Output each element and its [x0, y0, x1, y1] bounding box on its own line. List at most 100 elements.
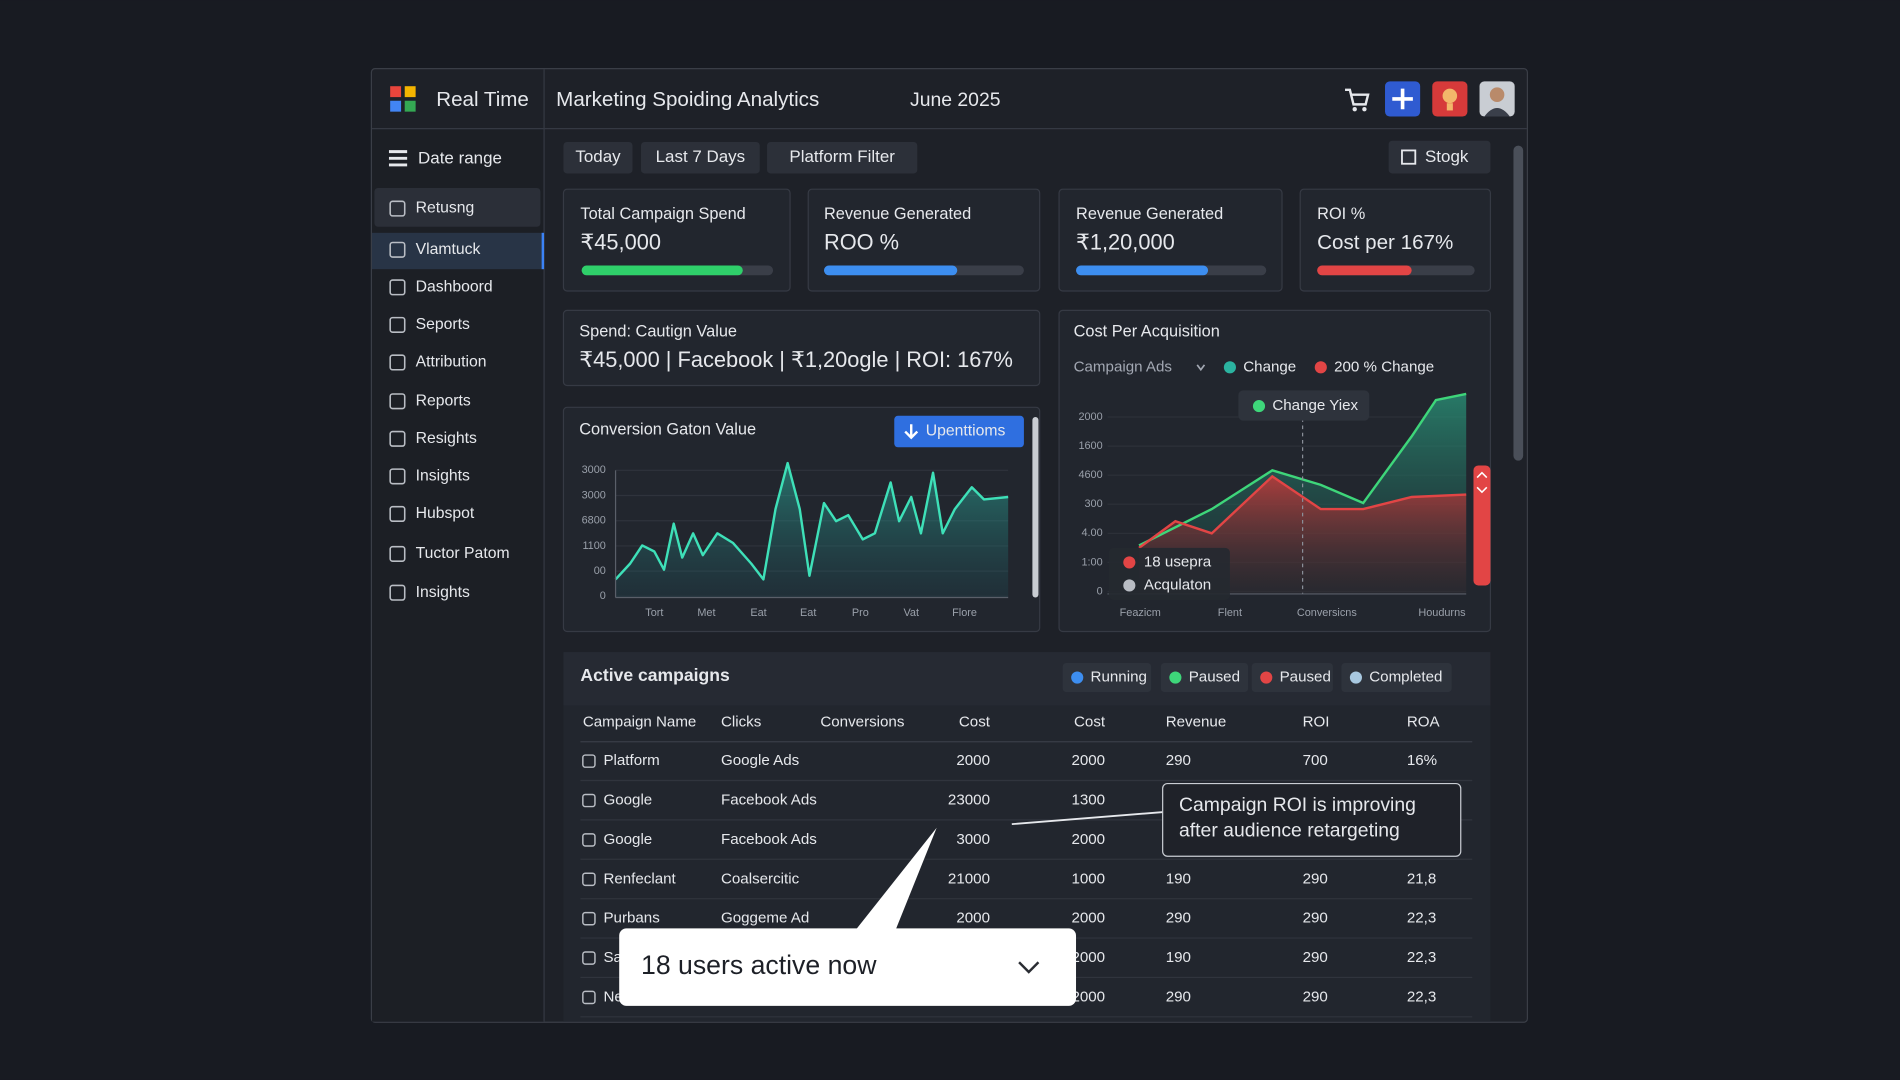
- nav-item[interactable]: Hubspot: [416, 505, 475, 522]
- nav-item[interactable]: Seports: [416, 316, 470, 333]
- popup[interactable]: [619, 928, 1077, 1006]
- x-label: Feazicm: [1120, 607, 1161, 619]
- avatar-face: [1489, 87, 1505, 102]
- logo: [390, 86, 416, 112]
- table-cell: 290: [1303, 988, 1328, 1005]
- filter-button[interactable]: [767, 141, 918, 174]
- download-icon: [904, 424, 919, 440]
- legend-dot: [1123, 556, 1136, 569]
- y-label: 2000: [1078, 411, 1102, 423]
- nav-item[interactable]: Insights: [416, 584, 470, 601]
- filter-button[interactable]: [641, 141, 760, 174]
- download-button[interactable]: [894, 415, 1024, 448]
- nav-item[interactable]: Attribution: [416, 354, 487, 371]
- y-label: 6800: [582, 515, 606, 527]
- kpi-label: Revenue Generated: [1076, 205, 1223, 223]
- bulb-base: [1446, 103, 1453, 111]
- cpa-filter[interactable]: Campaign Ads: [1074, 358, 1173, 375]
- table-cell: Ne: [603, 988, 622, 1005]
- cart-wheel: [1352, 107, 1357, 112]
- y-label: 3000: [582, 489, 606, 501]
- table-cell: Google Ads: [721, 752, 800, 769]
- table-cell: Renfeclant: [603, 870, 676, 887]
- campaigns-header: [563, 652, 1491, 706]
- filter-label: Last 7 Days: [656, 147, 746, 166]
- table-cell: Goggeme Ad: [721, 910, 809, 927]
- status-dot: [1349, 671, 1362, 684]
- status-chips: Running Paused Paused Completed: [1062, 662, 1452, 693]
- scrollbar[interactable]: [1032, 417, 1039, 598]
- table-cell: 21000: [948, 870, 990, 887]
- brand: Real Time: [436, 88, 529, 111]
- status-chip[interactable]: [1251, 662, 1333, 693]
- table-cell: Google: [603, 792, 652, 809]
- status-label: Completed: [1369, 669, 1442, 686]
- table-cell: 16%: [1407, 752, 1437, 769]
- popup-chevron[interactable]: [1018, 961, 1040, 974]
- table-cell: 290: [1166, 752, 1191, 769]
- table-cell: 3000: [956, 831, 990, 848]
- y-label: 1600: [1078, 440, 1102, 452]
- series-legend: [1108, 547, 1230, 600]
- row-icon: [582, 833, 596, 847]
- y-label: 1100: [582, 540, 605, 552]
- table-cell: 1000: [1071, 870, 1105, 887]
- progress-fill: [581, 265, 743, 276]
- x-label: Vat: [903, 607, 919, 619]
- progress-fill: [1076, 265, 1209, 276]
- y-label: 0: [600, 590, 606, 602]
- table-cell: 700: [1303, 752, 1328, 769]
- table-cell: 290: [1166, 910, 1191, 927]
- progress-fill: [823, 265, 958, 276]
- table-cell: 2000: [1071, 910, 1105, 927]
- nav-item[interactable]: Tuctor Patom: [416, 545, 510, 562]
- status-chip[interactable]: [1062, 662, 1152, 693]
- nav-active-bg: [374, 187, 541, 227]
- nav-item[interactable]: Insights: [416, 468, 470, 485]
- nav-item[interactable]: Reports: [416, 392, 471, 409]
- kpi-value: ROO %: [824, 229, 899, 254]
- status-chip[interactable]: [1160, 662, 1249, 693]
- logo-part: [390, 86, 402, 98]
- table-cell: 190: [1166, 870, 1191, 887]
- legend-dot: [1314, 361, 1327, 374]
- nav-item[interactable]: Retusng: [416, 200, 475, 217]
- legend-dot: [1223, 361, 1236, 374]
- summary-card: [562, 309, 1041, 387]
- column-header: Clicks: [721, 713, 762, 730]
- sidebar: [372, 129, 545, 1022]
- popup-text: 18 users active now: [641, 950, 877, 980]
- table-cell: Google: [603, 831, 652, 848]
- nav-item[interactable]: Vlamtuck: [416, 241, 481, 258]
- table-cell: 2000: [956, 910, 990, 927]
- nav-item[interactable]: Resights: [416, 430, 477, 447]
- y-label: 4600: [1078, 469, 1102, 481]
- main-scrollbar[interactable]: [1513, 145, 1524, 461]
- nav-icon: [389, 279, 406, 296]
- table-cell: 22,3: [1407, 910, 1436, 927]
- nav-icon: [389, 545, 406, 562]
- nav-selected-marker: [541, 232, 545, 270]
- table-cell: 190: [1166, 949, 1191, 966]
- action-button[interactable]: [1388, 140, 1491, 174]
- side-scroller[interactable]: [1473, 465, 1491, 586]
- x-label: Flore: [952, 607, 977, 619]
- nav-selected-bg: [372, 232, 545, 270]
- status-chip[interactable]: [1341, 662, 1452, 693]
- filter-button[interactable]: [563, 141, 633, 174]
- kpi-cards: Total Campaign Spend ₹45,000 Revenue Gen…: [562, 188, 1492, 292]
- panel-title: Cost Per Acquisition: [1074, 322, 1220, 340]
- summary-value: ₹45,000 | Facebook | ₹1,20ogle | ROI: 16…: [579, 347, 1013, 372]
- x-label: Pro: [852, 607, 869, 619]
- x-label: Eat: [750, 607, 766, 619]
- conversion-line: [614, 461, 1009, 581]
- nav-icon: [389, 241, 406, 258]
- cart-icon[interactable]: [1345, 88, 1370, 112]
- column-header: ROI: [1303, 713, 1330, 730]
- nav-icon: [389, 584, 406, 601]
- logo-part: [390, 100, 402, 112]
- nav-item[interactable]: Dashboord: [416, 279, 493, 296]
- table-cell: Facebook Ads: [721, 831, 817, 848]
- bulb-icon: [1442, 88, 1458, 104]
